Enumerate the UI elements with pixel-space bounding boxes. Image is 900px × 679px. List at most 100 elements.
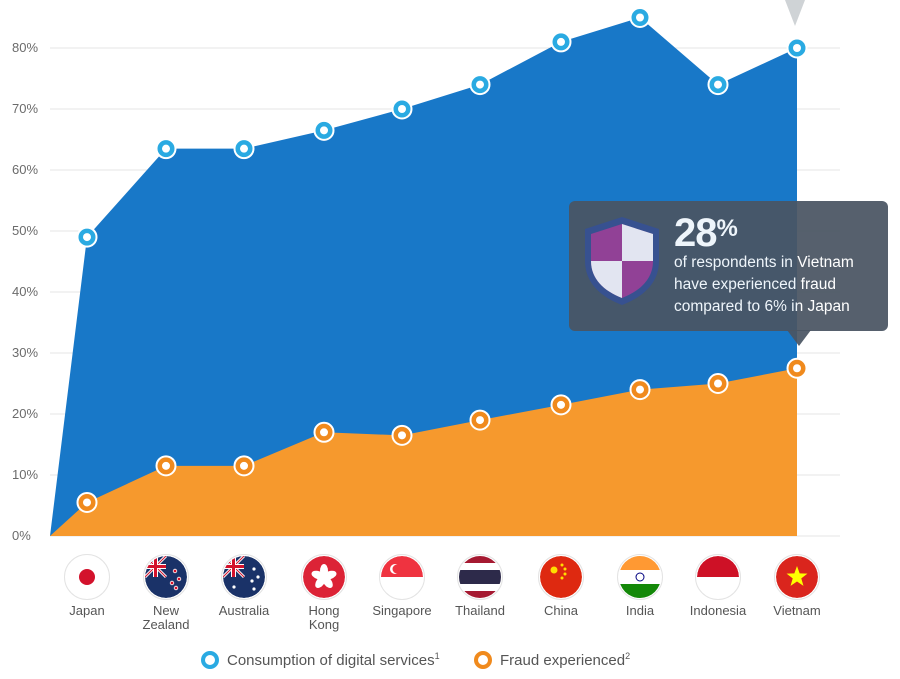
consumption-point-center: [83, 233, 91, 242]
fraud-point-center: [636, 385, 644, 394]
legend-label-consumption: Consumption of digital services1: [227, 651, 440, 669]
flag-content: [66, 556, 108, 598]
flag-star: [173, 585, 179, 591]
series-markers: [76, 7, 808, 513]
y-tick-label: 80%: [12, 40, 38, 55]
flag-star: [786, 566, 808, 586]
flag-band: [459, 591, 501, 598]
legend-item-consumption: Consumption of digital services1: [201, 648, 440, 672]
series-areas: [50, 17, 797, 536]
y-tick-label: 50%: [12, 223, 38, 238]
y-tick-label: 10%: [12, 467, 38, 482]
flag-band: [619, 556, 661, 570]
consumption-point-center: [476, 80, 484, 89]
flag-band: [459, 570, 501, 584]
flag-content: [381, 556, 423, 598]
flag-content: [776, 556, 818, 598]
flag-star: [560, 563, 564, 567]
fraud-point-center: [240, 461, 248, 470]
country-flags: [64, 554, 820, 600]
flag-content: [697, 556, 739, 598]
flag-star: [172, 568, 178, 574]
flag-star: [550, 566, 558, 574]
japan-flag-icon: [64, 554, 110, 600]
flag-moon-cut: [392, 564, 402, 574]
callout-line-1: of respondents in Vietnam: [674, 254, 854, 271]
flag-star: [563, 572, 567, 576]
x-category-label: China: [544, 603, 579, 618]
y-tick-label: 20%: [12, 406, 38, 421]
consumption-point-center: [714, 80, 722, 89]
legend-marker-fraud: [474, 651, 492, 669]
flag-star: [256, 575, 260, 579]
fraud-point-center: [83, 498, 91, 507]
australia-flag-icon: [221, 554, 267, 600]
flag-star: [176, 576, 182, 582]
flag-band: [619, 584, 661, 598]
callout-text: of respondents in Vietnam have experienc…: [674, 252, 854, 318]
x-category-label: Singapore: [372, 603, 431, 618]
x-category-label: New: [153, 603, 180, 618]
flag-content: [145, 556, 187, 598]
x-category-label: Indonesia: [690, 603, 747, 618]
consumption-point-center: [398, 105, 406, 113]
x-category-label: Vietnam: [773, 603, 820, 618]
legend-marker-consumption: [201, 651, 219, 669]
flag-content: [459, 556, 501, 598]
flag-wheel: [635, 572, 645, 582]
flag-content: [303, 556, 345, 598]
fraud-callout: 28% of respondents in Vietnam have exper…: [569, 201, 888, 331]
flag-band: [381, 556, 423, 577]
flag-star: [169, 580, 175, 586]
fraud-point-center: [320, 428, 328, 437]
x-category-label: Zealand: [143, 617, 190, 632]
india-flag-icon: [617, 554, 663, 600]
flag-star: [560, 576, 564, 580]
shield-icon: [585, 217, 659, 305]
x-category-label: India: [626, 603, 655, 618]
flag-star: [563, 567, 567, 571]
flag-disc: [79, 569, 95, 585]
y-tick-label: 70%: [12, 101, 38, 116]
indonesia-flag-icon: [695, 554, 741, 600]
china-flag-icon: [538, 554, 584, 600]
legend-item-fraud: Fraud experienced2: [474, 648, 630, 672]
x-category-label: Kong: [309, 617, 339, 632]
fraud-point-center: [557, 400, 565, 409]
flag-petal: [311, 570, 326, 580]
hong-kong-flag-icon: [301, 554, 347, 600]
consumption-point-center: [557, 37, 565, 46]
callout-headline: 28%: [674, 211, 738, 255]
consumption-point-center: [240, 144, 248, 153]
fraud-point-center: [398, 431, 406, 440]
callout-line-3: compared to 6% in Japan: [674, 298, 850, 315]
flag-union: [154, 556, 157, 577]
singapore-flag-icon: [379, 554, 425, 600]
y-axis-tick-labels: 0% 10% 20% 30% 40% 50% 60% 70% 80%: [12, 40, 38, 543]
callout-pointer: [787, 330, 811, 346]
y-tick-label: 40%: [12, 284, 38, 299]
flag-star: [252, 567, 256, 571]
legend-label-fraud: Fraud experienced2: [500, 651, 631, 669]
flag-star: [250, 579, 254, 583]
fraud-point-center: [476, 416, 484, 425]
x-category-label: Australia: [219, 603, 270, 618]
x-category-label: Thailand: [455, 603, 505, 618]
flag-union: [232, 556, 235, 577]
y-tick-label: 60%: [12, 162, 38, 177]
flag-content: [540, 556, 582, 598]
vietnam-flag-icon: [774, 554, 820, 600]
flag-star: [232, 585, 236, 589]
thailand-flag-icon: [457, 554, 503, 600]
scroll-hint-arrow: [785, 0, 805, 26]
fraud-point-center: [714, 379, 722, 388]
consumption-point-center: [793, 44, 801, 52]
new-zealand-flag-icon: [143, 554, 189, 600]
consumption-point-center: [636, 13, 644, 22]
x-category-label: Hong: [308, 603, 339, 618]
fraud-area: [50, 368, 797, 536]
flag-band: [697, 556, 739, 577]
x-category-label: Japan: [69, 603, 104, 618]
